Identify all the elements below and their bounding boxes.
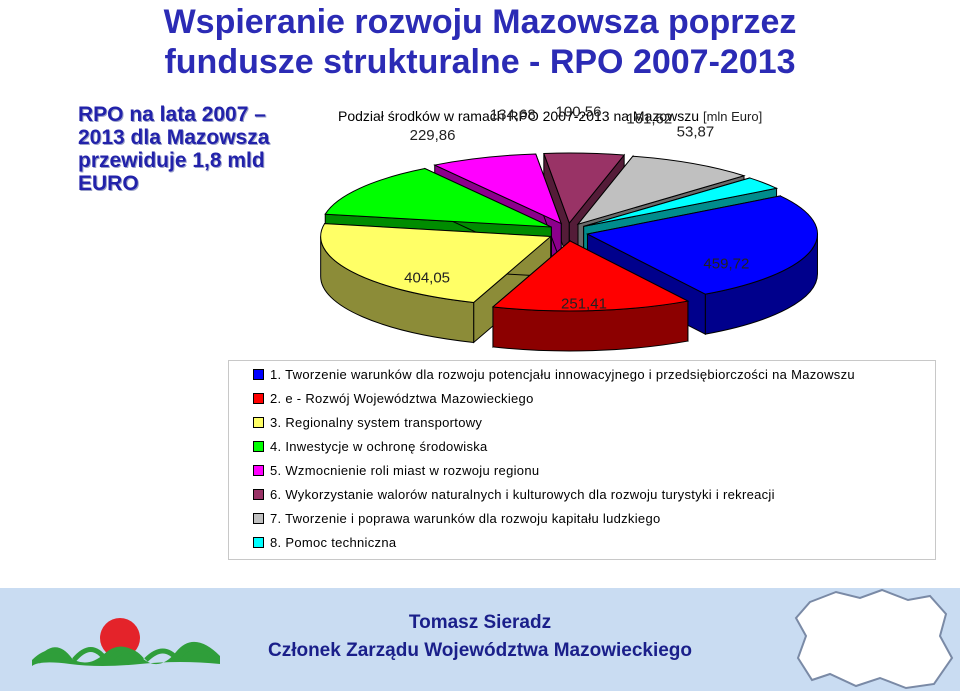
logo-sun (100, 618, 140, 658)
legend-label-3: 3. Regionalny system transportowy (270, 415, 483, 430)
pie-slice-2 (491, 239, 690, 352)
pie-value-label-4: 229,86 (410, 127, 456, 144)
legend-label-7: 7. Tworzenie i poprawa warunków dla rozw… (270, 511, 661, 526)
mazowsze-logo (32, 618, 220, 666)
logo-wordmark-stroke (36, 647, 218, 664)
slide-title-line2: fundusze strukturalne - RPO 2007-2013 (164, 43, 796, 81)
side-note-line3: przewiduje 1,8 mld (78, 149, 265, 172)
pie-slice-1-top (585, 195, 818, 295)
legend-swatch-4 (253, 441, 264, 453)
legend-label-8: 8. Pomoc techniczna (270, 535, 397, 550)
pie-slice-2-top (491, 240, 690, 312)
side-note-line4: EURO (78, 172, 139, 195)
chart-title-text: Podział środków w ramach RPO 2007-2013 n… (338, 108, 700, 124)
legend-swatch-6 (253, 489, 264, 501)
chart-unit: [mln Euro] (702, 109, 763, 124)
legend-swatch-5 (253, 465, 264, 477)
legend-swatch-1 (253, 369, 264, 381)
region-map-icon (794, 588, 954, 690)
pie-value-label-7: 161,62 (626, 111, 672, 128)
legend-item-1: 1. Tworzenie warunków dla rozwoju potenc… (253, 367, 855, 387)
chart-title: Podział środków w ramach RPO 2007-2013 n… (338, 108, 762, 124)
legend-swatch-7 (253, 513, 264, 525)
pie-value-label-2: 251,41 (561, 296, 607, 313)
legend-item-6: 6. Wykorzystanie walorów naturalnych i k… (253, 487, 775, 507)
side-note: RPO na lata 2007 – 2013 dla Mazowsza prz… (78, 103, 298, 195)
legend-label-1: 1. Tworzenie warunków dla rozwoju potenc… (270, 367, 855, 382)
chart-legend: 1. Tworzenie warunków dla rozwoju potenc… (228, 360, 936, 560)
legend-label-2: 2. e - Rozwój Województwa Mazowieckiego (270, 391, 534, 406)
legend-item-3: 3. Regionalny system transportowy (253, 415, 482, 435)
side-note-line2: 2013 dla Mazowsza (78, 126, 270, 149)
region-map-outline (794, 588, 954, 690)
pie-value-label-3: 404,05 (404, 270, 450, 287)
pie-slice-6-top (543, 152, 626, 225)
pie-slice-3-top (320, 223, 552, 303)
pie-slice-5-top (433, 153, 563, 225)
legend-item-7: 7. Tworzenie i poprawa warunków dla rozw… (253, 511, 661, 531)
slide-title-line1: Wspieranie rozwoju Mazowsza poprzez (163, 3, 797, 41)
legend-swatch-3 (253, 417, 264, 429)
legend-item-5: 5. Wzmocnienie roli miast w rozwoju regi… (253, 463, 539, 483)
pie-slice-7-top (576, 155, 746, 226)
presenter-name: Tomasz Sieradz (408, 612, 552, 633)
legend-swatch-8 (253, 537, 264, 549)
pie-slice-8-top (583, 177, 779, 227)
pie-value-label-6: 100,56 (556, 104, 602, 121)
side-note-line1: RPO na lata 2007 – (78, 103, 266, 126)
legend-label-6: 6. Wykorzystanie walorów naturalnych i k… (270, 487, 775, 502)
presenter-role: Członek Zarządu Województwa Mazowieckieg… (267, 640, 693, 661)
pie-value-label-5: 134,68 (490, 107, 536, 124)
legend-label-4: 4. Inwestycje w ochronę środowiska (270, 439, 488, 454)
legend-item-8: 8. Pomoc techniczna (253, 535, 396, 555)
legend-swatch-2 (253, 393, 264, 405)
pie-slice-4-top (324, 168, 552, 228)
slide-title: Wspieranie rozwoju Mazowsza poprzez fund… (0, 2, 960, 82)
legend-label-5: 5. Wzmocnienie roli miast w rozwoju regi… (270, 463, 540, 478)
pie-value-label-1: 459,72 (703, 255, 749, 272)
footer-banner: Tomasz Sieradz Członek Zarządu Województ… (0, 588, 960, 691)
legend-item-4: 4. Inwestycje w ochronę środowiska (253, 439, 488, 459)
pie-value-label-8: 53,87 (677, 123, 715, 140)
logo-wordmark-shape (32, 641, 220, 666)
legend-item-2: 2. e - Rozwój Województwa Mazowieckiego (253, 391, 534, 411)
pie-chart: 459,72 251,41 404,05 229,86 134,68 100,56 161,… (320, 104, 818, 352)
